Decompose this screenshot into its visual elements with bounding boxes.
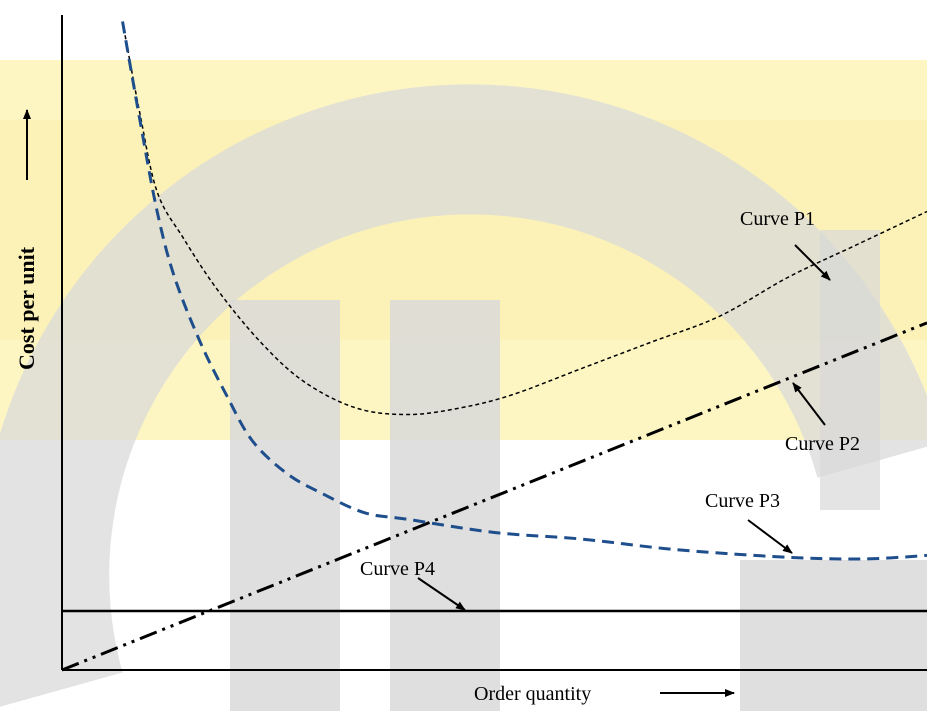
series-layer	[61, 21, 927, 672]
curve-p4-label: Curve P4	[360, 558, 435, 580]
curve-p3-label: Curve P3	[705, 490, 780, 512]
curve-p1-label: Curve P1	[740, 208, 815, 230]
x-axis-label: Order quantity	[474, 683, 591, 705]
curve-p2-pointer	[792, 382, 826, 426]
series-line-curve-p1	[121, 21, 927, 416]
y-axis-label: Cost per unit	[14, 246, 39, 370]
curve-p2-label: Curve P2	[785, 433, 860, 455]
watermark	[0, 60, 927, 711]
curve-p4-pointer	[417, 577, 466, 611]
series-line-curve-p3	[121, 21, 927, 561]
series-line-curve-p2	[61, 321, 927, 672]
curve-p1-pointer	[794, 244, 831, 281]
curve-p3-pointer	[747, 519, 793, 554]
